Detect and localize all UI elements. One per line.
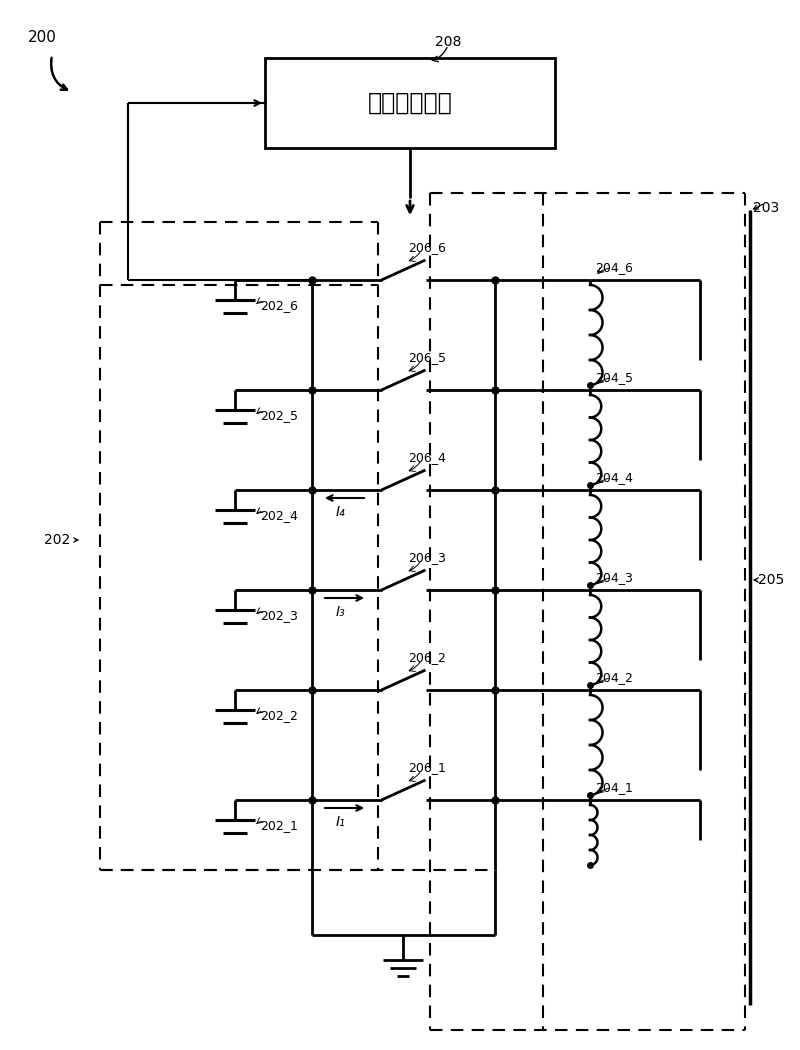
Text: 202_6: 202_6 [260, 299, 298, 313]
Text: 200: 200 [28, 30, 57, 45]
Text: 206_3: 206_3 [409, 551, 446, 565]
Text: 204_2: 204_2 [595, 672, 633, 685]
Bar [265, 58, 555, 148]
Text: 检测控制单元: 检测控制单元 [368, 91, 452, 116]
Text: I₄: I₄ [335, 505, 345, 519]
Text: 206_6: 206_6 [409, 242, 446, 254]
Text: 204_1: 204_1 [595, 781, 633, 795]
Text: 206_1: 206_1 [409, 761, 446, 775]
Text: I₁: I₁ [335, 815, 345, 830]
Text: 208: 208 [435, 35, 462, 49]
Text: 206_4: 206_4 [409, 452, 446, 464]
Text: 202: 202 [44, 533, 70, 547]
Text: 204_5: 204_5 [595, 372, 633, 384]
Text: 202_5: 202_5 [260, 410, 298, 422]
Text: 202_2: 202_2 [260, 710, 298, 722]
Text: 202_3: 202_3 [260, 609, 298, 623]
Text: 204_6: 204_6 [595, 261, 633, 274]
Text: 202_4: 202_4 [260, 509, 298, 523]
Text: 204_4: 204_4 [595, 471, 633, 484]
Text: 204_3: 204_3 [595, 571, 633, 585]
Text: 206_2: 206_2 [409, 651, 446, 665]
Text: 202_1: 202_1 [260, 819, 298, 833]
Text: 205: 205 [758, 573, 784, 587]
Text: 203: 203 [753, 201, 779, 215]
Text: 206_5: 206_5 [409, 352, 446, 364]
Text: I₃: I₃ [335, 605, 345, 620]
